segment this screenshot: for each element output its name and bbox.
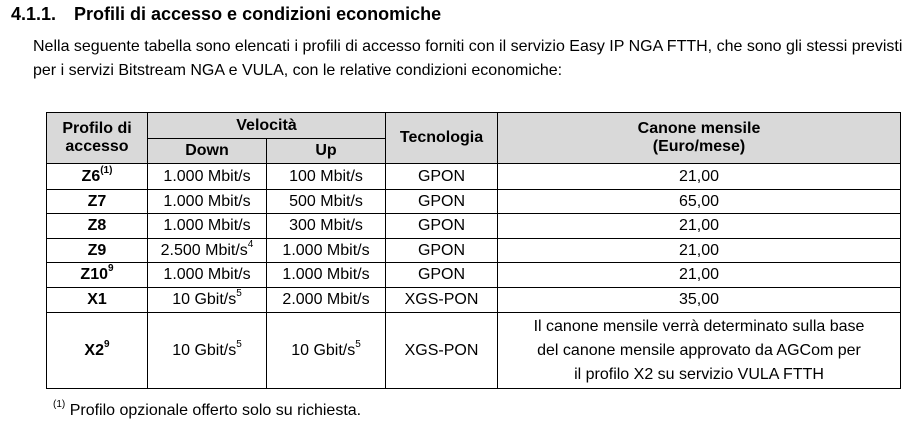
footnote: (1) Profilo opzionale offerto solo su ri… (53, 399, 362, 420)
up-cell: 1.000 Mbit/s (266, 238, 386, 263)
header-speed: Velocità (147, 112, 386, 139)
down-cell: 10 Gbit/s5 (147, 312, 267, 389)
fee-cell: 21,00 (497, 262, 901, 288)
header-profile: Profilo di accesso (46, 112, 148, 164)
table-row: Z7 1.000 Mbit/s 500 Mbit/s GPON 65,00 (46, 189, 901, 214)
profiles-table: Profilo di accesso Velocità Tecnologia Ca… (46, 112, 901, 389)
intro-paragraph: Nella seguente tabella sono elencati i p… (33, 38, 903, 79)
down-cell: 10 Gbit/s5 (147, 287, 267, 313)
up-cell: 300 Mbit/s (266, 213, 386, 239)
technology-cell: XGS-PON (385, 312, 498, 389)
fee-cell: 21,00 (497, 238, 901, 263)
up-cell: 10 Gbit/s5 (266, 312, 386, 389)
table-row: Z109 1.000 Mbit/s 1.000 Mbit/s GPON 21,0… (46, 262, 901, 288)
profile-cell: Z7 (46, 189, 148, 214)
section-heading: 4.1.1. Profili di accesso e condizioni ec… (11, 4, 441, 25)
header-down: Down (147, 138, 267, 164)
profile-cell: Z9 (46, 238, 148, 263)
header-technology: Tecnologia (385, 112, 498, 164)
table-row: Z6(1) 1.000 Mbit/s 100 Mbit/s GPON 21,00 (46, 163, 901, 190)
fee-cell: 21,00 (497, 163, 901, 190)
technology-cell: GPON (385, 238, 498, 263)
table-row: X1 10 Gbit/s5 2.000 Mbit/s XGS-PON 35,00 (46, 287, 901, 313)
technology-cell: XGS-PON (385, 287, 498, 313)
technology-cell: GPON (385, 262, 498, 288)
up-cell: 100 Mbit/s (266, 163, 386, 190)
section-title: Profili di accesso e condizioni economic… (74, 4, 442, 24)
footnote-text: Profilo opzionale offerto solo su richie… (69, 402, 362, 419)
fee-cell: 21,00 (497, 213, 901, 239)
profile-cell: Z8 (46, 213, 148, 239)
technology-cell: GPON (385, 213, 498, 239)
down-cell: 2.500 Mbit/s4 (147, 238, 267, 263)
profile-cell: X1 (46, 287, 148, 313)
table-row: X29 10 Gbit/s5 10 Gbit/s5 XGS-PON Il can… (46, 312, 901, 389)
up-cell: 1.000 Mbit/s (266, 262, 386, 288)
down-cell: 1.000 Mbit/s (147, 189, 267, 214)
table-row: Z8 1.000 Mbit/s 300 Mbit/s GPON 21,00 (46, 213, 901, 239)
technology-cell: GPON (385, 163, 498, 190)
down-cell: 1.000 Mbit/s (147, 262, 267, 288)
profile-cell: Z6(1) (46, 163, 148, 190)
section-number: 4.1.1. (11, 4, 57, 24)
fee-note-cell: Il canone mensile verrà determinato sull… (497, 312, 901, 389)
down-cell: 1.000 Mbit/s (147, 213, 267, 239)
up-cell: 2.000 Mbit/s (266, 287, 386, 313)
technology-cell: GPON (385, 189, 498, 214)
footnote-mark: (1) (53, 399, 66, 410)
header-fee: Canone mensile (Euro/mese) (497, 112, 901, 164)
profile-cell: Z109 (46, 262, 148, 288)
table-row: Z9 2.500 Mbit/s4 1.000 Mbit/s GPON 21,00 (46, 238, 901, 263)
fee-cell: 35,00 (497, 287, 901, 313)
up-cell: 500 Mbit/s (266, 189, 386, 214)
down-cell: 1.000 Mbit/s (147, 163, 267, 190)
profile-cell: X29 (46, 312, 148, 389)
fee-cell: 65,00 (497, 189, 901, 214)
header-up: Up (266, 138, 386, 164)
